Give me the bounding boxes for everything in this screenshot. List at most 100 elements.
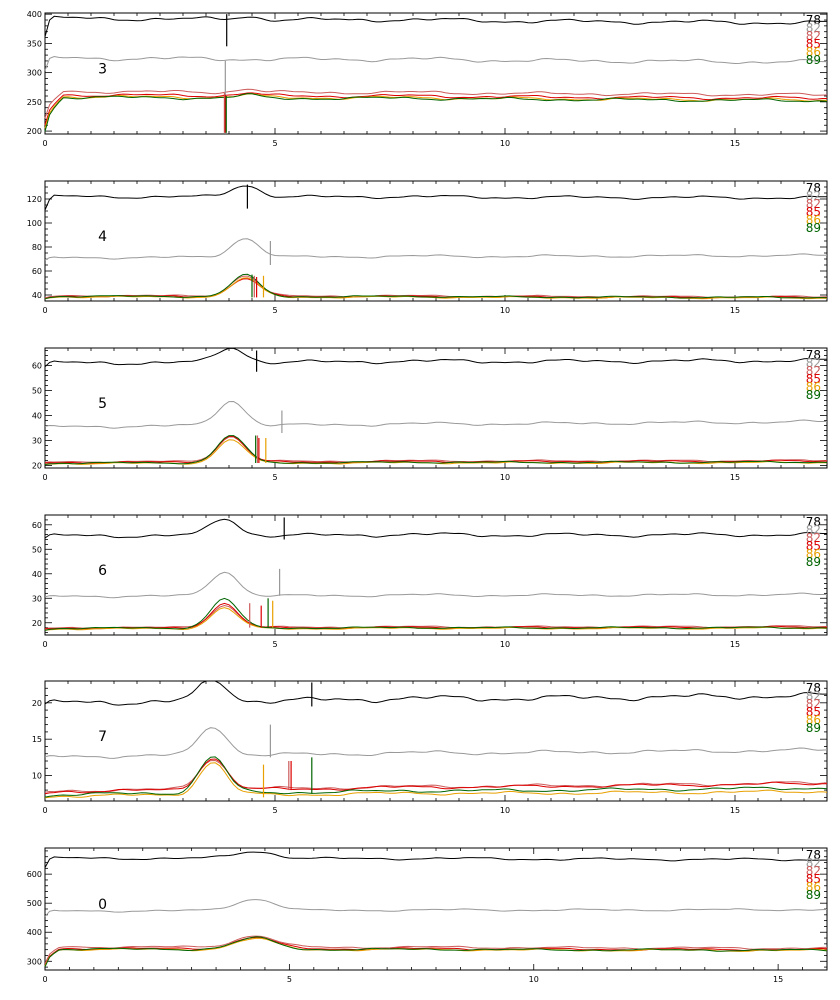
legend-entry-86: 86 [806, 45, 821, 59]
legend-entry-86: 86 [806, 713, 821, 727]
legend-entry-82: 82 [806, 697, 821, 711]
legend-entry-82: 82 [806, 197, 821, 211]
x-tick-label: 15 [730, 806, 740, 815]
legend-entry-89: 89 [806, 888, 821, 902]
series-line-85 [44, 758, 827, 795]
x-tick-label: 5 [272, 806, 277, 815]
legend-entry-78: 78 [806, 848, 821, 862]
x-tick-label: 10 [500, 640, 510, 649]
x-tick-label: 10 [500, 139, 510, 148]
series-line-78 [44, 851, 827, 868]
y-tick-label: 60 [32, 521, 42, 530]
panel-label: 5 [98, 396, 107, 412]
series-line-82 [44, 759, 828, 793]
x-tick-label: 10 [500, 473, 510, 482]
x-tick-label: 10 [529, 975, 539, 984]
plot-frame [44, 12, 828, 135]
y-tick-label: 30 [32, 594, 42, 603]
y-tick-label: 40 [32, 412, 42, 421]
series-line-89 [44, 936, 828, 968]
series-line-82 [44, 55, 827, 71]
plot-frame [44, 680, 828, 802]
series-line-86 [44, 762, 828, 799]
x-tick-label: 15 [730, 640, 740, 649]
series-line-89 [44, 435, 828, 465]
legend-entry-82: 82 [806, 364, 821, 378]
legend-entry-89: 89 [806, 555, 821, 569]
series-line-89 [44, 756, 828, 798]
x-tick-label: 5 [272, 473, 277, 482]
legend-entry-86: 86 [806, 213, 821, 227]
legend-entry-86: 86 [806, 880, 821, 894]
legend-entry-82: 82 [806, 856, 821, 870]
series-line-82 [44, 571, 828, 599]
panel-label: 0 [98, 897, 107, 913]
series-line-82 [44, 88, 828, 119]
series-line-78 [44, 347, 828, 368]
x-tick-label: 15 [730, 306, 740, 315]
legend-entry-85: 85 [806, 539, 821, 553]
series-line-78 [44, 185, 827, 211]
legend-entry-89: 89 [806, 388, 821, 402]
series-line-86 [44, 937, 828, 967]
y-tick-label: 30 [32, 437, 42, 446]
series-line-78 [44, 680, 827, 706]
legend-entry-89: 89 [806, 53, 821, 67]
series-line-89 [44, 93, 828, 132]
y-tick-label: 20 [32, 619, 42, 628]
series-line-78 [44, 15, 827, 37]
series-line-82 [44, 436, 828, 464]
legend-entry-78: 78 [806, 13, 821, 27]
plot-frame [44, 347, 828, 469]
series-line-82 [44, 935, 827, 964]
legend-entry-82: 82 [806, 864, 821, 878]
legend-entry-82: 82 [806, 531, 821, 545]
legend-entry-82: 82 [806, 29, 821, 43]
series-line-82 [44, 238, 828, 261]
legend-entry-89: 89 [806, 721, 821, 735]
series-line-82 [44, 899, 828, 917]
legend-entry-85: 85 [806, 205, 821, 219]
x-tick-label: 15 [730, 473, 740, 482]
legend-entry-85: 85 [806, 372, 821, 386]
legend-entry-78: 78 [806, 515, 821, 529]
x-tick-label: 0 [42, 473, 47, 482]
y-tick-label: 100 [27, 219, 42, 228]
y-tick-label: 500 [27, 899, 42, 908]
y-tick-label: 600 [27, 870, 42, 879]
y-tick-label: 300 [27, 957, 42, 966]
legend-entry-78: 78 [806, 348, 821, 362]
panel-label: 7 [98, 729, 107, 745]
series-line-89 [44, 597, 828, 631]
x-tick-label: 5 [272, 139, 277, 148]
y-tick-label: 350 [27, 39, 42, 48]
series-line-89 [44, 273, 828, 300]
y-tick-label: 400 [27, 928, 42, 937]
y-tick-label: 50 [32, 545, 42, 554]
y-tick-label: 60 [32, 267, 42, 276]
y-tick-label: 80 [32, 243, 42, 252]
x-tick-label: 15 [773, 975, 783, 984]
x-tick-label: 0 [42, 306, 47, 315]
panel-label: 4 [98, 229, 107, 245]
series-line-85 [44, 936, 828, 966]
legend-entry-82: 82 [806, 21, 821, 35]
series-line-78 [44, 518, 827, 539]
y-tick-label: 40 [32, 291, 42, 300]
series-line-86 [44, 439, 828, 465]
legend-entry-82: 82 [806, 689, 821, 703]
x-tick-label: 15 [730, 139, 740, 148]
y-tick-label: 60 [32, 362, 42, 371]
legend-entry-85: 85 [806, 705, 821, 719]
legend-entry-82: 82 [806, 356, 821, 370]
x-tick-label: 0 [42, 640, 47, 649]
legend-entry-85: 85 [806, 872, 821, 886]
y-tick-label: 10 [32, 772, 42, 781]
y-tick-label: 250 [27, 98, 42, 107]
